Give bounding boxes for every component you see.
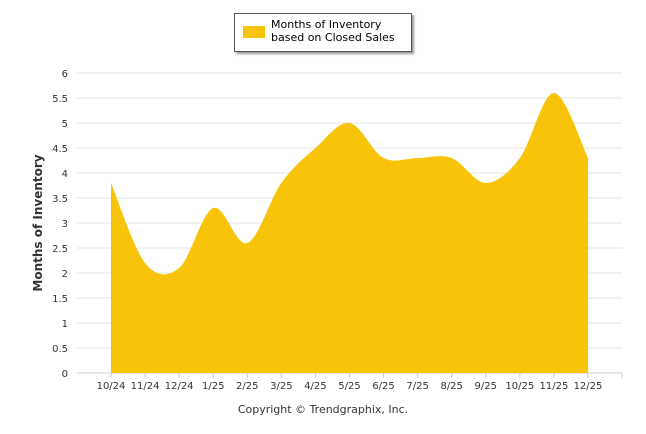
x-tick-label: 11/25 — [539, 381, 568, 392]
y-tick-label: 4 — [62, 169, 68, 180]
x-tick-label: 2/25 — [236, 381, 258, 392]
x-tick-label: 12/24 — [165, 381, 194, 392]
x-tick-label: 10/24 — [97, 381, 126, 392]
x-tick-label: 11/24 — [131, 381, 160, 392]
x-tick-label: 5/25 — [338, 381, 360, 392]
y-tick-label: 1 — [62, 319, 68, 330]
x-tick-label: 4/25 — [304, 381, 326, 392]
x-tick-label: 1/25 — [202, 381, 224, 392]
y-tick-label: 3.5 — [52, 194, 68, 205]
y-axis-title: Months of Inventory — [31, 154, 45, 291]
y-tick-label: 3 — [62, 219, 68, 230]
y-tick-label: 2.5 — [52, 244, 68, 255]
x-tick-label: 7/25 — [406, 381, 428, 392]
area-series — [111, 93, 588, 373]
y-tick-label: 4.5 — [52, 144, 68, 155]
legend-swatch — [243, 26, 265, 38]
y-tick-label: 1.5 — [52, 294, 68, 305]
legend-label: Months of Inventory based on Closed Sale… — [271, 18, 395, 44]
x-tick-label: 8/25 — [440, 381, 462, 392]
x-tick-label: 6/25 — [372, 381, 394, 392]
legend[interactable]: Months of Inventory based on Closed Sale… — [234, 13, 412, 52]
copyright: Copyright © Trendgraphix, Inc. — [237, 403, 409, 416]
y-tick-label: 6 — [62, 69, 68, 80]
y-tick-label: 0.5 — [52, 344, 68, 355]
x-tick-label: 9/25 — [475, 381, 497, 392]
y-tick-label: 5 — [62, 119, 68, 130]
y-tick-label: 2 — [62, 269, 68, 280]
y-tick-label: 0 — [62, 369, 68, 380]
x-tick-label: 12/25 — [574, 381, 603, 392]
y-tick-label: 5.5 — [52, 94, 68, 105]
x-tick-label: 3/25 — [270, 381, 292, 392]
x-tick-label: 10/25 — [505, 381, 534, 392]
